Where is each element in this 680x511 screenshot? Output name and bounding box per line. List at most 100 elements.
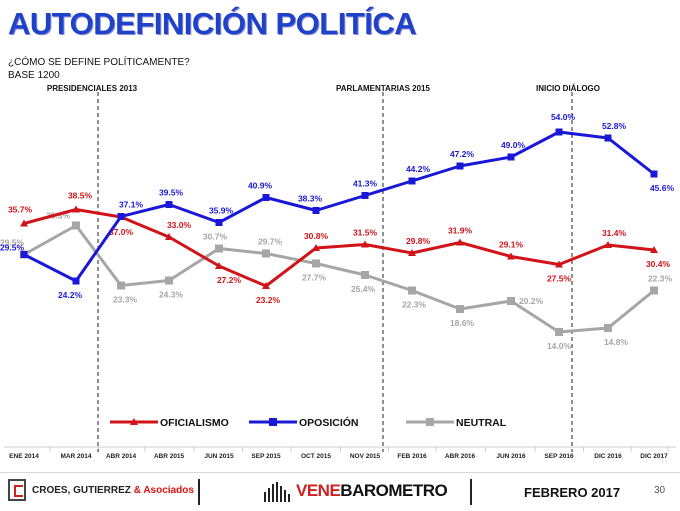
data-label: 31.5% — [353, 228, 378, 238]
data-label: 18.6% — [450, 318, 475, 328]
data-point — [20, 251, 28, 258]
data-label: 30.8% — [304, 231, 329, 241]
data-label: 33.0% — [167, 220, 192, 230]
data-label: 45.6% — [650, 183, 675, 193]
x-tick-label: JUN 2016 — [496, 453, 526, 460]
data-label: 31.4% — [602, 228, 627, 238]
series-line-oposición — [23, 130, 655, 283]
data-point — [650, 246, 658, 253]
data-point — [117, 281, 125, 290]
data-point — [456, 305, 464, 313]
x-tick-label: DIC 2016 — [594, 453, 622, 460]
data-label: 27.7% — [302, 273, 327, 283]
croes-logo-text: CROES, GUTIERREZ & Asociados — [32, 485, 194, 496]
data-label: 24.3% — [159, 290, 184, 300]
data-point — [555, 328, 563, 336]
data-label: 30.7% — [203, 232, 228, 242]
x-tick-label: MAR 2014 — [60, 453, 91, 460]
data-point — [361, 271, 369, 279]
legend-label: NEUTRAL — [456, 417, 507, 429]
data-label: 27.2% — [217, 275, 242, 285]
data-label: 14.8% — [604, 337, 629, 347]
data-point — [312, 244, 320, 251]
data-label: 44.2% — [406, 164, 431, 174]
data-label: 37.1% — [119, 200, 144, 210]
x-tick-label: ABR 2015 — [154, 453, 185, 460]
data-point — [215, 262, 223, 269]
x-tick-label: DIC 2017 — [640, 453, 668, 460]
data-point — [165, 201, 173, 208]
data-point — [408, 177, 416, 185]
data-label: 47.2% — [450, 149, 475, 159]
croes-amp: & Asociados — [133, 485, 194, 496]
data-point — [165, 233, 173, 240]
series-line-neutral — [23, 224, 655, 334]
x-tick-label: SEP 2015 — [251, 453, 281, 460]
event-label: INICIO DIÁLOGO — [536, 84, 600, 93]
data-point — [456, 162, 464, 170]
x-tick-label: ABR 2014 — [106, 453, 137, 460]
data-point — [117, 213, 125, 220]
data-point — [72, 205, 80, 213]
data-point — [215, 244, 223, 253]
x-tick-label: NOV 2015 — [350, 453, 381, 460]
data-point — [507, 252, 515, 260]
data-label: 29.5% — [0, 238, 24, 248]
event-label: PARLAMENTARIAS 2015 — [336, 84, 430, 93]
data-label: 38.3% — [298, 194, 323, 204]
data-label: 54.0% — [551, 112, 576, 122]
x-tick-label: ABR 2016 — [445, 453, 476, 460]
legend-marker — [426, 418, 434, 426]
x-tick-label: SEP 2016 — [544, 453, 574, 460]
x-tick-label: JUN 2015 — [204, 453, 234, 460]
data-label: 25.4% — [351, 284, 376, 294]
data-point — [72, 277, 80, 285]
footer-divider — [470, 479, 472, 505]
data-label: 52.8% — [602, 121, 627, 131]
data-label: 30.4% — [646, 259, 671, 269]
venebarometro-logo: VENEBAROMETRO — [296, 481, 448, 501]
data-point — [604, 241, 612, 248]
data-point — [312, 207, 320, 214]
report-date: FEBRERO 2017 — [524, 485, 621, 500]
data-point — [650, 170, 658, 178]
croes-logo-icon — [8, 479, 26, 501]
venebarometro-bars-icon — [264, 482, 292, 502]
legend-label: OFICIALISMO — [160, 417, 229, 429]
event-label: PRESIDENCIALES 2013 — [47, 84, 138, 93]
data-point — [262, 282, 270, 289]
x-tick-label: FEB 2016 — [397, 453, 427, 460]
data-label: 31.9% — [448, 226, 473, 236]
data-point — [262, 194, 270, 201]
data-point — [408, 249, 416, 256]
question-text: ¿CÓMO SE DEFINE POLÍTICAMENTE? BASE 1200 — [8, 56, 190, 82]
data-label: 29.5% — [0, 243, 24, 253]
data-point — [361, 192, 369, 199]
data-label: 35.9% — [209, 206, 234, 216]
legend-marker — [130, 418, 138, 425]
data-label: 40.9% — [248, 181, 273, 191]
data-label: 37.0% — [109, 227, 134, 237]
croes-name: CROES, GUTIERREZ — [32, 485, 131, 496]
question-label: ¿CÓMO SE DEFINE POLÍTICAMENTE? — [8, 57, 190, 68]
page-title: AUTODEFINICIÓN POLITÍCA — [8, 6, 417, 41]
footer: CROES, GUTIERREZ & Asociados VENEBAROMET… — [0, 472, 680, 511]
data-label: 38.5% — [68, 191, 93, 201]
data-label: 49.0% — [501, 140, 526, 150]
data-label: 22.3% — [402, 300, 427, 310]
logo-vene: VENE — [296, 481, 341, 500]
data-label: 39.5% — [159, 188, 184, 198]
data-label: 29.7% — [258, 237, 283, 247]
data-label: 20.2% — [519, 296, 544, 306]
series-line-oficialismo — [23, 208, 655, 288]
data-point — [555, 128, 563, 136]
data-point — [604, 134, 612, 142]
base-label: BASE 1200 — [8, 70, 60, 81]
footer-divider — [198, 479, 200, 505]
data-point — [72, 221, 80, 230]
data-label: 29.8% — [406, 236, 431, 246]
data-point — [507, 153, 515, 161]
legend-label: OPOSICIÓN — [299, 416, 359, 429]
data-point — [650, 286, 658, 295]
data-label: 27.5% — [547, 274, 572, 284]
